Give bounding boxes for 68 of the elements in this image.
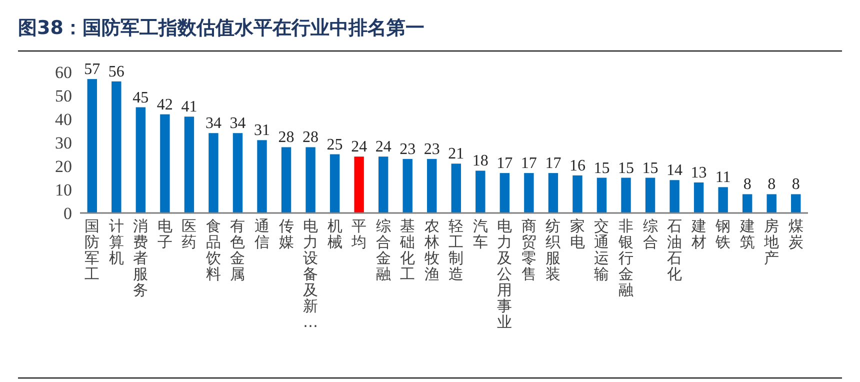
data-label: 17 xyxy=(496,155,513,172)
data-label: 23 xyxy=(424,140,440,158)
data-label: 45 xyxy=(132,89,149,106)
xtick: 建筑 xyxy=(740,217,755,251)
data-label: 14 xyxy=(666,162,683,180)
data-label: 28 xyxy=(278,129,294,146)
data-label: 34 xyxy=(205,115,222,132)
xtick: 商贸零售 xyxy=(521,217,536,283)
data-label: 24 xyxy=(351,138,368,156)
data-label: 17 xyxy=(545,155,562,172)
xtick: 建材 xyxy=(691,217,706,251)
xtick: 轻工制造 xyxy=(448,217,464,283)
xtick: 房地产 xyxy=(764,217,780,267)
xtick: 电力及公用事业 xyxy=(497,217,512,331)
xtick: 煤炭 xyxy=(788,217,804,251)
data-label: 24 xyxy=(375,138,392,156)
y-tick-label: 10 xyxy=(55,180,72,200)
xtick: 有色金属 xyxy=(230,217,246,283)
title: 图38：国防军工指数估值水平在行业中排名第一 xyxy=(18,17,424,39)
xtick: 传媒 xyxy=(278,217,294,251)
data-label: 8 xyxy=(792,176,800,194)
data-label: 8 xyxy=(743,176,752,194)
data-label: 16 xyxy=(569,157,586,174)
data-label: 8 xyxy=(768,176,776,194)
data-label: 18 xyxy=(472,152,488,170)
xtick: 消费者服务 xyxy=(133,217,148,299)
xtick: 通信 xyxy=(254,217,270,251)
data-label: 11 xyxy=(715,169,731,186)
xtick: 家电 xyxy=(570,217,585,251)
data-label: 15 xyxy=(594,160,610,177)
xtick: 基础化工 xyxy=(400,217,416,283)
data-label: 15 xyxy=(642,160,658,177)
xtick: 汽车 xyxy=(472,217,488,251)
data-label: 23 xyxy=(400,140,416,158)
y-tick-label: 40 xyxy=(55,110,72,129)
xtick: 食品饮料 xyxy=(206,217,221,283)
xtick: 电力设备及新… xyxy=(303,217,318,331)
data-label: 31 xyxy=(254,122,270,140)
data-label: 21 xyxy=(448,146,464,163)
data-label: 41 xyxy=(181,98,198,116)
xtick: 计算机 xyxy=(108,217,124,267)
data-label: 15 xyxy=(618,160,634,177)
y-tick-label: 60 xyxy=(55,63,72,82)
y-tick-label: 20 xyxy=(55,157,72,176)
data-label: 42 xyxy=(156,96,173,114)
data-label: 13 xyxy=(690,164,707,182)
xtick: 平均 xyxy=(352,217,367,251)
data-label: 25 xyxy=(326,136,343,154)
xtick: 国防军工 xyxy=(84,217,100,283)
xtick: 机械 xyxy=(327,217,342,251)
xtick: 综合金融 xyxy=(376,217,391,283)
data-label: 56 xyxy=(108,63,124,80)
xtick: 纺织服装 xyxy=(546,217,561,283)
xtick: 电子 xyxy=(157,217,172,251)
xtick: 农林牧渔 xyxy=(424,217,440,283)
data-label: 34 xyxy=(230,115,246,132)
xtick: 综合 xyxy=(642,217,658,251)
data-label: 17 xyxy=(520,155,537,172)
y-tick-label: 30 xyxy=(55,134,72,152)
data-label: 28 xyxy=(302,129,319,146)
y-tick-label: 50 xyxy=(55,86,72,106)
xtick: 交通运输 xyxy=(594,217,610,283)
y-tick-label: 0 xyxy=(64,204,72,223)
data-label: 57 xyxy=(84,61,100,78)
xtick: 石油石化 xyxy=(667,217,682,283)
xtick: 非银行金融 xyxy=(618,217,634,299)
xtick: 钢铁 xyxy=(716,217,731,251)
xtick: 医药 xyxy=(182,217,197,251)
